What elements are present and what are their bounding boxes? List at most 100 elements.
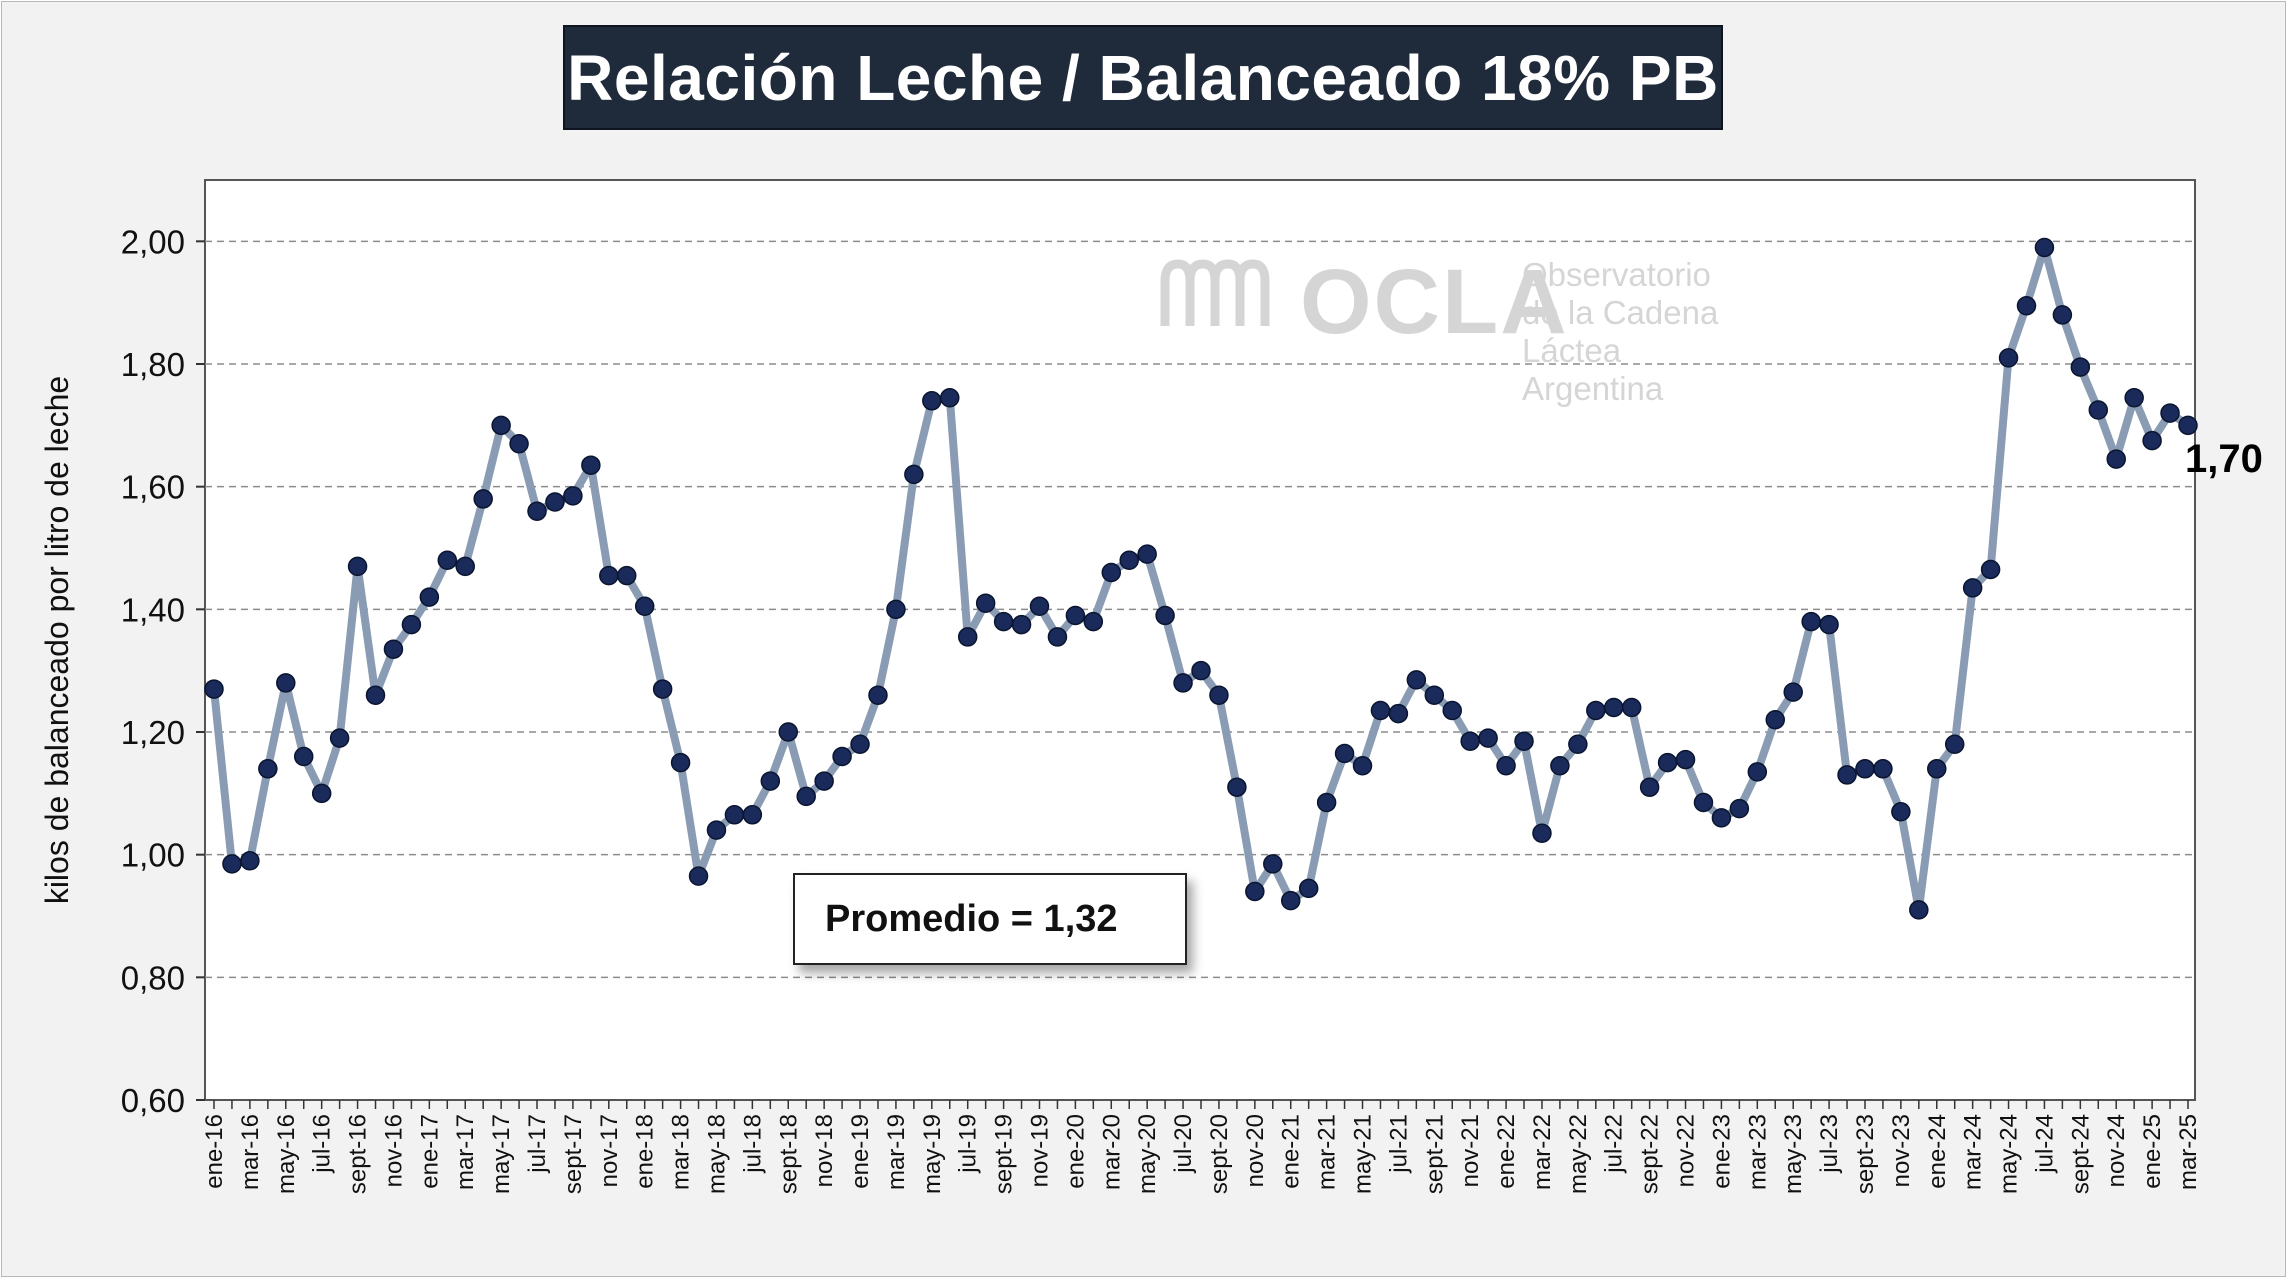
- data-point: [1352, 755, 1373, 776]
- y-tick-label: 0,60: [121, 1082, 185, 1119]
- x-tick-label: sept-20: [1206, 1114, 1233, 1194]
- data-point: [204, 679, 224, 699]
- chart-title: Relación Leche / Balanceado 18% PB: [567, 41, 1719, 114]
- data-point: [1227, 777, 1247, 797]
- x-tick-label: sept-16: [345, 1114, 372, 1194]
- data-point: [1155, 605, 1175, 626]
- ocla-watermark: OCLA Observatorio de la Cadena Láctea Ar…: [1160, 250, 1820, 407]
- x-tick-label: mar-20: [1098, 1114, 1125, 1190]
- x-tick-label: nov-16: [380, 1114, 407, 1187]
- data-point: [1119, 550, 1139, 571]
- data-point: [437, 550, 458, 571]
- data-point: [2124, 387, 2144, 408]
- data-point: [1837, 765, 1857, 785]
- data-point: [1927, 759, 1947, 779]
- data-point: [652, 679, 673, 699]
- data-point: [1011, 614, 1032, 635]
- data-point: [1442, 700, 1462, 721]
- x-tick-label: sept-22: [1637, 1114, 1664, 1194]
- data-point: [2016, 295, 2037, 316]
- data-point: [2034, 237, 2055, 258]
- data-point: [1388, 703, 1409, 724]
- data-point: [1316, 792, 1337, 813]
- x-tick-label: sept-18: [775, 1114, 802, 1194]
- x-tick-label: ene-18: [632, 1114, 659, 1189]
- x-tick-label: sept-19: [991, 1114, 1018, 1194]
- data-point: [311, 783, 332, 804]
- data-point: [1065, 605, 1086, 626]
- watermark-line-3: Argentina: [1522, 370, 1664, 407]
- data-point: [383, 639, 404, 659]
- x-tick-label: mar-25: [2175, 1114, 2202, 1190]
- data-point: [1173, 673, 1193, 693]
- watermark-line-2: de la Cadena Láctea: [1522, 294, 1719, 369]
- data-point: [904, 464, 924, 485]
- data-point: [2070, 357, 2091, 377]
- average-annotation: Promedio = 1,32: [793, 873, 1187, 965]
- x-tick-label: sept-17: [560, 1114, 587, 1194]
- data-point: [796, 786, 816, 807]
- data-point: [527, 501, 547, 521]
- x-tick-label: nov-17: [596, 1114, 623, 1187]
- data-point: [1550, 755, 1570, 776]
- data-point: [365, 685, 386, 705]
- watermark-name: OCLA: [1300, 251, 1569, 353]
- x-tick-label: ene-16: [201, 1114, 228, 1189]
- x-tick-label: mar-22: [1529, 1114, 1556, 1190]
- data-point: [670, 752, 691, 773]
- x-tick-label: ene-19: [847, 1114, 874, 1189]
- x-tick-label: nov-24: [2103, 1114, 2130, 1187]
- x-tick-labels: ene-16 mar-16 may-16 jul-16 sept-16 nov-16 ene…: [201, 1114, 2202, 1194]
- data-point: [240, 851, 260, 871]
- data-point: [922, 391, 942, 411]
- x-tick-label: jul-22: [1601, 1114, 1628, 1174]
- plot-area: [204, 179, 2196, 1101]
- data-point: [455, 556, 475, 577]
- data-point: [1944, 734, 1965, 755]
- x-tick-label: mar-21: [1314, 1114, 1341, 1190]
- data-point: [688, 866, 709, 886]
- x-tick-label: ene-25: [2139, 1114, 2166, 1189]
- x-tick-label: nov-18: [811, 1114, 838, 1187]
- data-point: [1191, 660, 1211, 681]
- ocla-logo-icon: [1160, 259, 1270, 326]
- x-tick-label: jul-19: [955, 1114, 982, 1174]
- data-point: [724, 805, 745, 825]
- x-tick-label: may-22: [1565, 1114, 1592, 1194]
- x-tick-label: mar-23: [1744, 1114, 1771, 1190]
- y-tick-label: 1,00: [121, 837, 185, 874]
- grid-lines: [205, 240, 2195, 979]
- data-point: [491, 415, 511, 436]
- end-value-label: 1,70: [2185, 437, 2263, 481]
- watermark-line-1: Observatorio: [1522, 256, 1711, 293]
- data-point: [742, 805, 763, 825]
- data-point: [706, 820, 727, 840]
- x-tick-label: nov-21: [1457, 1114, 1484, 1187]
- data-point: [581, 455, 601, 475]
- x-tick-label: ene-21: [1278, 1114, 1305, 1189]
- data-point: [760, 771, 781, 791]
- data-point: [599, 565, 619, 586]
- x-tick-label: may-23: [1780, 1114, 1807, 1194]
- data-point: [940, 387, 960, 408]
- x-tick-label: jul-23: [1816, 1114, 1843, 1174]
- data-point: [1855, 759, 1875, 779]
- x-tick-label: mar-16: [237, 1114, 264, 1190]
- x-tick-label: jul-21: [1385, 1114, 1412, 1174]
- data-point: [1873, 759, 1893, 779]
- data-point: [347, 556, 368, 577]
- data-point: [419, 587, 440, 607]
- data-point: [957, 627, 978, 647]
- average-label: Promedio = 1,32: [825, 897, 1118, 940]
- data-point: [1783, 682, 1803, 702]
- data-point: [1263, 854, 1283, 874]
- data-point: [2160, 403, 2180, 423]
- data-point: [222, 854, 242, 874]
- data-point: [2142, 430, 2162, 451]
- data-point: [1909, 900, 1929, 920]
- data-point: [1621, 697, 1642, 718]
- data-point: [1998, 348, 2019, 368]
- x-tick-label: may-16: [273, 1114, 300, 1194]
- data-point: [1478, 728, 1498, 748]
